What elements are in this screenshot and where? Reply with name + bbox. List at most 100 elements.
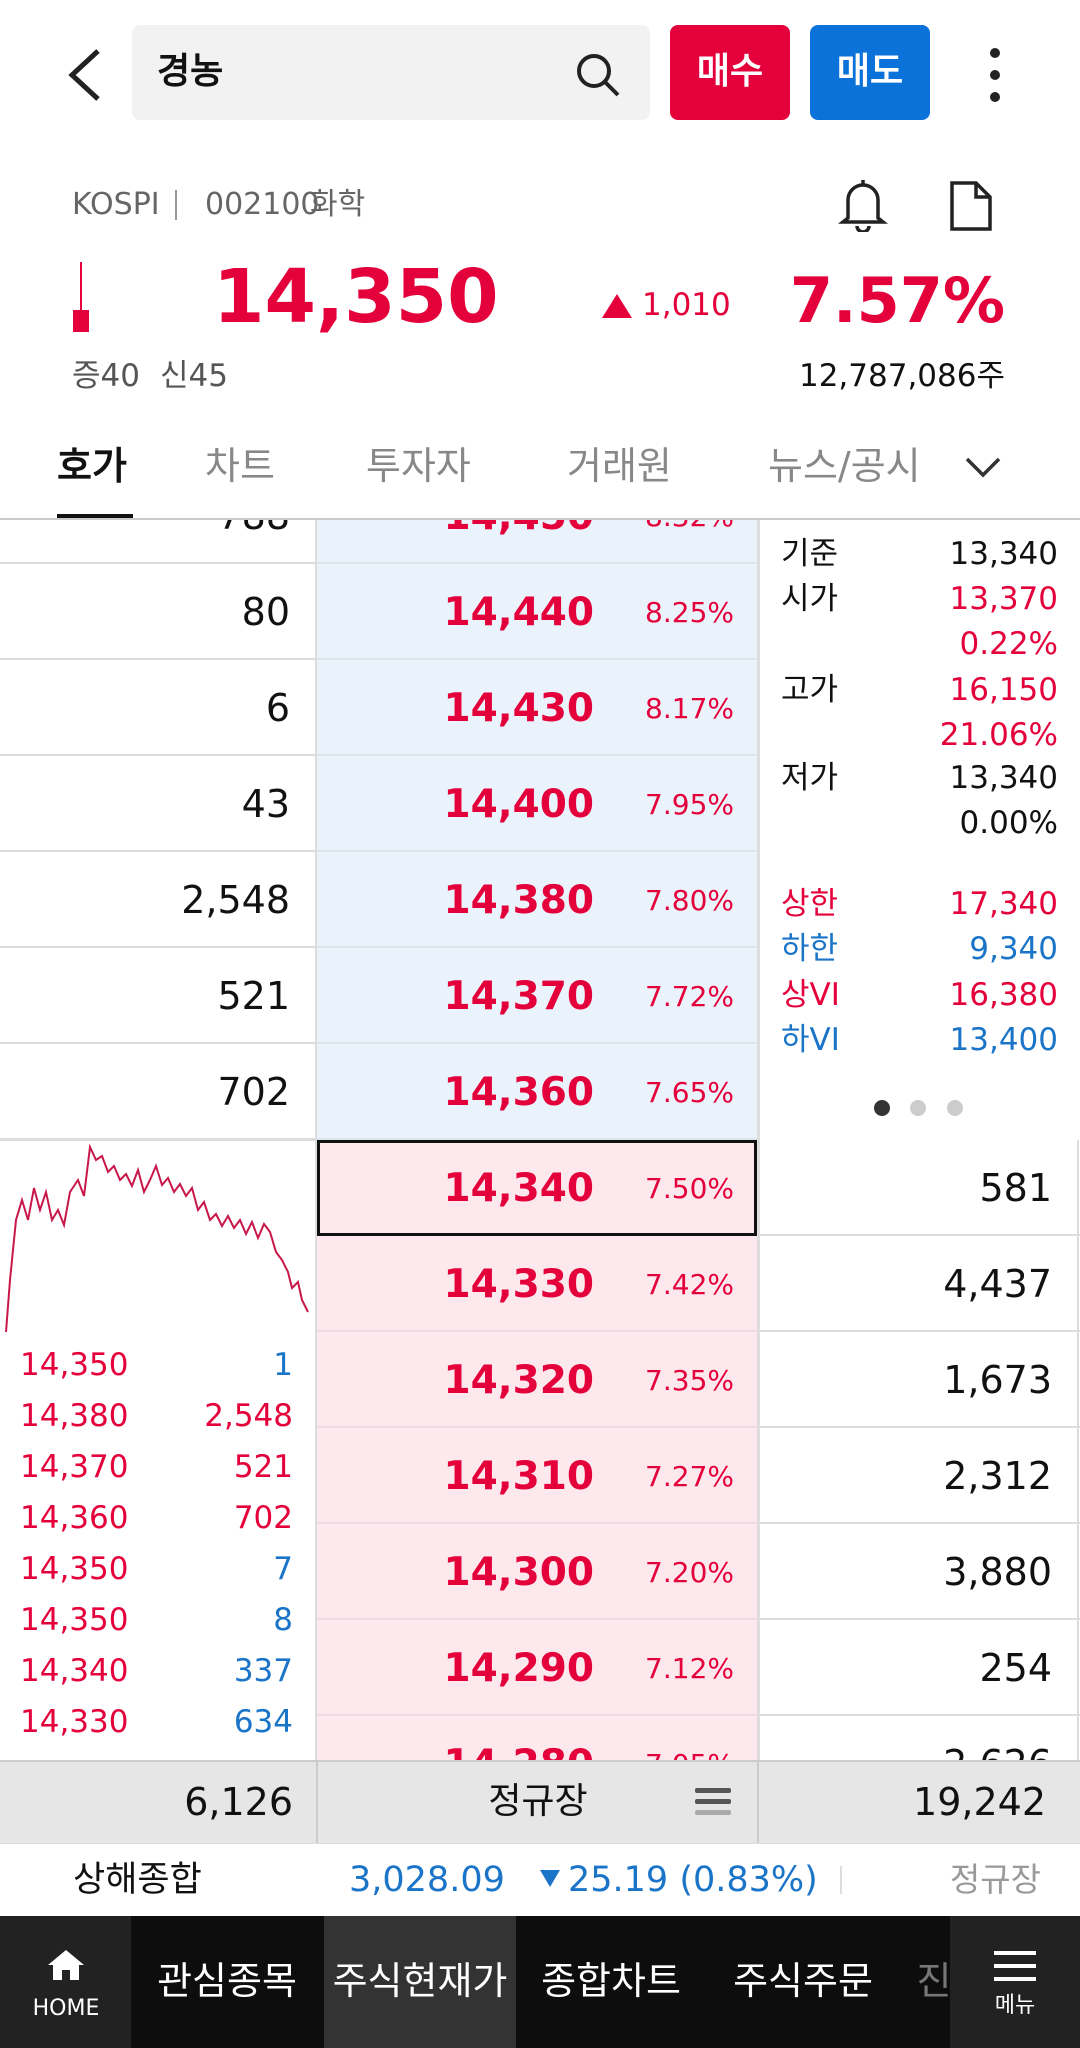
tab[interactable]: 거래원 bbox=[567, 443, 672, 488]
trade-price: 14,350 bbox=[20, 1550, 129, 1587]
info-rate: 21.06% bbox=[939, 716, 1058, 753]
bid-quantity: 254 bbox=[979, 1645, 1052, 1690]
nav-home-cell[interactable] bbox=[0, 1916, 131, 2048]
bid-quantity: 3,880 bbox=[943, 1549, 1052, 1594]
nav-item[interactable]: 관심종목 bbox=[157, 1958, 297, 2003]
session-menu-icon[interactable] bbox=[695, 1786, 731, 1818]
search-icon[interactable] bbox=[573, 50, 623, 100]
bid-rate: 7.42% bbox=[645, 1267, 734, 1301]
nav-active-cell[interactable] bbox=[324, 1916, 516, 2048]
ask-price[interactable]: 14,430 bbox=[443, 685, 595, 731]
sell-label[interactable]: 매도 bbox=[836, 51, 904, 92]
bid-cell bbox=[317, 1236, 757, 1332]
info-value: 16,150 bbox=[949, 671, 1058, 708]
info-rate: 0.22% bbox=[959, 625, 1058, 662]
buy-button[interactable] bbox=[670, 25, 790, 120]
trade-price: 14,360 bbox=[20, 1499, 129, 1536]
divider bbox=[760, 1618, 1080, 1620]
bid-price[interactable]: 14,300 bbox=[443, 1549, 595, 1595]
info-label: 기준 bbox=[781, 535, 839, 572]
trade-price: 14,370 bbox=[20, 1448, 129, 1485]
ask-cell bbox=[317, 564, 757, 660]
alarm-icon[interactable] bbox=[838, 178, 888, 232]
limit-value: 16,380 bbox=[949, 976, 1058, 1013]
ask-rate: 8.17% bbox=[645, 691, 734, 725]
stock-code: 002100 bbox=[205, 187, 320, 222]
bid-price[interactable]: 14,340 bbox=[443, 1165, 595, 1211]
ask-cell bbox=[317, 852, 757, 948]
back-button[interactable] bbox=[60, 45, 110, 105]
limit-label: 하한 bbox=[781, 931, 839, 967]
divider bbox=[757, 520, 760, 1760]
nav-item[interactable]: 종합차트 bbox=[541, 1958, 681, 2003]
divider bbox=[0, 946, 315, 948]
tab[interactable]: 호가 bbox=[57, 443, 127, 488]
menu-icon bbox=[994, 1951, 1036, 1981]
credit-rate: 신45 bbox=[160, 357, 228, 394]
trade-price: 14,350 bbox=[20, 1346, 129, 1383]
divider bbox=[0, 658, 315, 660]
bid-price[interactable]: 14,280 bbox=[444, 1737, 595, 1761]
index-change: 25.19 (0.83%) bbox=[568, 1859, 818, 1900]
search-text[interactable]: 경농 bbox=[157, 51, 224, 92]
ask-price[interactable]: 14,360 bbox=[443, 1069, 595, 1115]
ask-price[interactable]: 14,440 bbox=[443, 589, 595, 635]
divider bbox=[757, 1760, 759, 1843]
page-dot[interactable] bbox=[947, 1100, 963, 1116]
ask-price[interactable]: 14,450 bbox=[444, 520, 595, 544]
bid-quantity: 581 bbox=[979, 1165, 1052, 1210]
sell-button[interactable] bbox=[810, 25, 930, 120]
nav-menu-cell[interactable] bbox=[950, 1916, 1080, 2048]
page-dot[interactable] bbox=[874, 1100, 890, 1116]
bid-price[interactable]: 14,320 bbox=[443, 1357, 595, 1403]
trade-price: 14,330 bbox=[20, 1703, 129, 1740]
page-dot[interactable] bbox=[910, 1100, 926, 1116]
volume: 12,787,086주 bbox=[798, 357, 1005, 394]
tab[interactable]: 투자자 bbox=[366, 443, 471, 488]
bid-quantity: 2,312 bbox=[943, 1453, 1052, 1498]
bid-price[interactable]: 14,290 bbox=[443, 1645, 595, 1691]
trade-price: 14,340 bbox=[20, 1652, 129, 1689]
memo-icon[interactable] bbox=[948, 180, 994, 232]
bid-cell bbox=[317, 1140, 757, 1236]
trade-price: 14,350 bbox=[20, 1601, 129, 1638]
bid-price[interactable]: 14,330 bbox=[443, 1261, 595, 1307]
limit-value: 17,340 bbox=[949, 885, 1058, 922]
info-value: 13,340 bbox=[949, 535, 1058, 572]
info-label: 시가 bbox=[781, 580, 839, 617]
sector: 화학 bbox=[310, 187, 366, 222]
limit-value: 9,340 bbox=[969, 931, 1058, 967]
ask-cell bbox=[317, 660, 757, 756]
ask-price[interactable]: 14,380 bbox=[443, 877, 595, 923]
nav-item[interactable]: 진 bbox=[916, 1958, 952, 2003]
ask-price[interactable]: 14,400 bbox=[443, 781, 595, 827]
divider bbox=[316, 1760, 318, 1843]
tab-expand[interactable] bbox=[963, 455, 1003, 481]
ask-quantity: 788 bbox=[217, 520, 290, 543]
bid-price[interactable]: 14,310 bbox=[443, 1453, 595, 1499]
trade-quantity: 337 bbox=[233, 1652, 293, 1689]
ask-quantity: 2,548 bbox=[181, 877, 290, 922]
buy-label[interactable]: 매수 bbox=[696, 51, 764, 92]
more-button[interactable] bbox=[980, 45, 1010, 105]
bid-rate: 7.05% bbox=[645, 1745, 734, 1761]
ask-rate: 7.72% bbox=[645, 979, 734, 1013]
nav-item[interactable]: 주식현재가 bbox=[332, 1958, 508, 2003]
nav-menu[interactable]: 메뉴 bbox=[994, 1992, 1036, 2018]
separator bbox=[840, 1866, 842, 1894]
ask-quantity: 80 bbox=[241, 589, 290, 634]
ask-rate: 7.80% bbox=[645, 883, 734, 917]
search-box[interactable] bbox=[132, 25, 650, 120]
nav-item[interactable]: 주식주문 bbox=[733, 1958, 873, 2003]
bid-cell bbox=[317, 1332, 757, 1428]
tab[interactable]: 차트 bbox=[205, 443, 275, 488]
tab[interactable]: 뉴스/공시 bbox=[768, 443, 921, 488]
divider bbox=[760, 1522, 1080, 1524]
bid-cell bbox=[317, 1716, 757, 1760]
nav-home[interactable]: HOME bbox=[32, 1995, 100, 2021]
change-rate: 7.57% bbox=[789, 263, 1005, 337]
price-change: 1,010 bbox=[642, 286, 731, 323]
ask-rate: 7.65% bbox=[645, 1075, 734, 1109]
divider bbox=[760, 1426, 1080, 1428]
ask-price[interactable]: 14,370 bbox=[443, 973, 595, 1019]
